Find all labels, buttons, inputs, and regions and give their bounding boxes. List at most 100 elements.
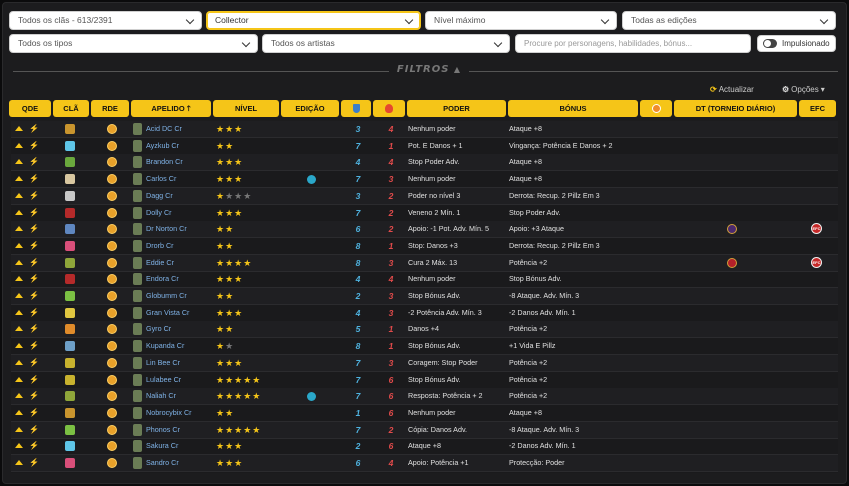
upgrade-arrow-icon[interactable] <box>15 359 23 365</box>
quantity-cell[interactable]: ⚡ <box>13 154 53 170</box>
chart-icon[interactable]: ⚡ <box>29 307 39 317</box>
chart-icon[interactable]: ⚡ <box>29 140 39 150</box>
quantity-cell[interactable]: ⚡ <box>13 321 53 337</box>
card-name[interactable]: Dolly Cr <box>146 207 172 217</box>
card-name[interactable]: Eddie Cr <box>146 257 174 267</box>
table-row[interactable]: ⚡ Phonos Cr ★★★★★ 7 2 Cópia: Danos Adv. -8 Ata… <box>11 421 838 439</box>
table-row[interactable]: ⚡ Globumm Cr ★★ 2 3 Stop Bónus Adv. -8 Ataque.… <box>11 288 838 305</box>
quantity-cell[interactable]: ⚡ <box>13 121 53 137</box>
filters-collapse-toggle[interactable]: FILTROS ▲ <box>13 64 838 78</box>
upgrade-arrow-icon[interactable] <box>15 176 23 182</box>
table-row[interactable]: ⚡ Acid DC Cr ★★★ 3 4 Nenhum poder Ataque +8 <box>11 121 838 138</box>
upgrade-arrow-icon[interactable] <box>15 192 23 198</box>
card-name[interactable]: Sakura Cr <box>146 441 179 451</box>
table-row[interactable]: ⚡ Gran Vista Cr ★★★ 4 3 -2 Potência Adv. Mín.… <box>11 305 838 322</box>
table-row[interactable]: ⚡ Endora Cr ★★★ 4 4 Nenhum poder Stop Bónus Ad… <box>11 271 838 289</box>
chart-icon[interactable]: ⚡ <box>29 291 39 300</box>
chart-icon[interactable]: ⚡ <box>29 441 39 451</box>
table-row[interactable]: ⚡ Carlos Cr ★★★ 7 3 Nenhum poder Ataque +8 <box>11 171 838 189</box>
card-name-link[interactable]: Nobrocybix Cr <box>133 405 215 421</box>
card-name-link[interactable]: Endora Cr <box>133 271 215 287</box>
chart-icon[interactable]: ⚡ <box>29 407 39 417</box>
options-button[interactable]: ⚙ Opções ▾ <box>782 84 825 96</box>
card-name-link[interactable]: Eddie Cr <box>133 255 215 271</box>
col-efc[interactable]: EFC <box>799 100 836 117</box>
chart-icon[interactable]: ⚡ <box>29 357 39 367</box>
card-name-link[interactable]: Lin Bee Cr <box>133 355 215 371</box>
table-row[interactable]: ⚡ Ayzkub Cr ★★ 7 1 Pot. E Danos + 1 Vingança: … <box>11 138 838 155</box>
artist-filter-select[interactable]: Todos os artistas <box>262 34 510 53</box>
card-name[interactable]: Sandro Cr <box>146 458 179 467</box>
table-row[interactable]: ⚡ Kupanda Cr ★★ 8 1 Stop Bónus Adv. +1 Vida E … <box>11 338 838 356</box>
quantity-cell[interactable]: ⚡ <box>13 405 53 421</box>
quantity-cell[interactable]: ⚡ <box>13 288 53 304</box>
upgrade-arrow-icon[interactable] <box>15 376 23 382</box>
tournament-badge-icon[interactable] <box>727 255 739 271</box>
upgrade-arrow-icon[interactable] <box>15 426 23 432</box>
upgrade-arrow-icon[interactable] <box>15 326 23 332</box>
upgrade-arrow-icon[interactable] <box>15 460 23 465</box>
table-row[interactable]: ⚡ Drorb Cr ★★ 8 1 Stop: Danos +3 Derrota: Recu… <box>11 238 838 255</box>
quantity-cell[interactable]: ⚡ <box>13 388 53 404</box>
col-power[interactable]: PODER <box>407 100 506 117</box>
chart-icon[interactable]: ⚡ <box>29 257 39 267</box>
table-row[interactable]: ⚡ Dolly Cr ★★★ 7 2 Veneno 2 Mín. 1 Stop Poder … <box>11 205 838 222</box>
chart-icon[interactable]: ⚡ <box>29 424 39 434</box>
card-name[interactable]: Carlos Cr <box>146 174 177 184</box>
card-name[interactable]: Drorb Cr <box>146 240 174 250</box>
upgrade-arrow-icon[interactable] <box>15 159 23 165</box>
quantity-cell[interactable]: ⚡ <box>13 255 53 271</box>
table-row[interactable]: ⚡ Lulabee Cr ★★★★★ 7 6 Stop Bónus Adv. Potênci… <box>11 372 838 389</box>
col-rde[interactable]: RDE <box>91 100 129 117</box>
table-row[interactable]: ⚡ Gyro Cr ★★ 5 1 Danos +4 Potência +2 <box>11 321 838 339</box>
col-bonus[interactable]: BÓNUS <box>508 100 638 117</box>
card-name[interactable]: Nobrocybix Cr <box>146 407 192 417</box>
quantity-cell[interactable]: ⚡ <box>13 188 53 204</box>
upgrade-arrow-icon[interactable] <box>15 393 23 399</box>
table-row[interactable]: ⚡ Naliah Cr ★★★★★ 7 6 Resposta: Potência + 2 P… <box>11 388 838 406</box>
col-power-value[interactable] <box>341 100 371 117</box>
upgrade-arrow-icon[interactable] <box>15 142 23 148</box>
chart-icon[interactable]: ⚡ <box>29 190 39 200</box>
upgrade-arrow-icon[interactable] <box>15 409 23 415</box>
chart-icon[interactable]: ⚡ <box>29 207 39 217</box>
upgrade-arrow-icon[interactable] <box>15 309 23 315</box>
quantity-cell[interactable]: ⚡ <box>13 238 53 254</box>
card-name[interactable]: Endora Cr <box>146 274 179 284</box>
chart-icon[interactable]: ⚡ <box>29 174 39 184</box>
quantity-cell[interactable]: ⚡ <box>13 355 53 371</box>
chart-icon[interactable]: ⚡ <box>29 374 39 384</box>
card-name-link[interactable]: Naliah Cr <box>133 388 215 404</box>
card-name-link[interactable]: Gran Vista Cr <box>133 305 215 321</box>
upgrade-arrow-icon[interactable] <box>15 126 23 131</box>
collection-filter-select[interactable]: Collector <box>206 11 421 30</box>
search-input[interactable] <box>524 35 750 52</box>
card-name[interactable]: Acid DC Cr <box>146 124 182 133</box>
card-name-link[interactable]: Globumm Cr <box>133 288 215 304</box>
card-name-link[interactable]: Ayzkub Cr <box>133 138 215 154</box>
search-field[interactable] <box>515 34 751 53</box>
card-name-link[interactable]: Dolly Cr <box>133 205 215 221</box>
level-filter-select[interactable]: Nível máximo <box>425 11 617 30</box>
boost-toggle[interactable]: Impulsionado <box>757 35 836 52</box>
chart-icon[interactable]: ⚡ <box>29 391 39 401</box>
upgrade-arrow-icon[interactable] <box>15 209 23 215</box>
col-clan[interactable]: CLÃ <box>53 100 89 117</box>
card-name-link[interactable]: Brandon Cr <box>133 154 215 170</box>
chart-icon[interactable]: ⚡ <box>29 341 39 351</box>
card-name[interactable]: Phonos Cr <box>146 424 180 434</box>
upgrade-arrow-icon[interactable] <box>15 276 23 282</box>
upgrade-arrow-icon[interactable] <box>15 242 23 248</box>
card-name-link[interactable]: Drorb Cr <box>133 238 215 254</box>
upgrade-arrow-icon[interactable] <box>15 226 23 232</box>
card-name[interactable]: Brandon Cr <box>146 157 183 167</box>
quantity-cell[interactable]: ⚡ <box>13 205 53 221</box>
chart-icon[interactable]: ⚡ <box>29 157 39 167</box>
table-row[interactable]: ⚡ Brandon Cr ★★★ 4 4 Stop Poder Adv. Ataque +8 <box>11 154 838 172</box>
chart-icon[interactable]: ⚡ <box>29 458 39 467</box>
type-filter-select[interactable]: Todos os tipos <box>9 34 258 53</box>
card-name-link[interactable]: Kupanda Cr <box>133 338 215 354</box>
chart-icon[interactable]: ⚡ <box>29 240 39 250</box>
quantity-cell[interactable]: ⚡ <box>13 455 53 471</box>
card-name-link[interactable]: Dr Norton Cr <box>133 221 215 237</box>
